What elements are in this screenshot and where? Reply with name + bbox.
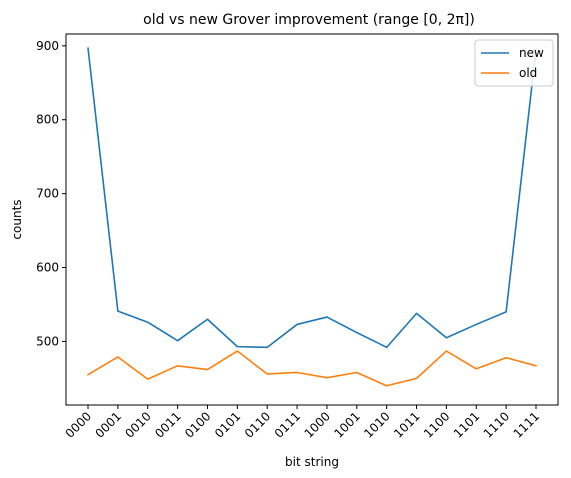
y-tick-label: 700 — [36, 187, 59, 201]
y-tick-label: 800 — [36, 113, 59, 127]
y-tick-label: 600 — [36, 261, 59, 275]
x-tick-label: 0000 — [63, 409, 94, 440]
series-line-old — [87, 350, 537, 387]
x-tick-label: 1111 — [511, 409, 542, 440]
legend: new old — [474, 39, 554, 87]
x-tick-label: 1000 — [302, 409, 333, 440]
chart-title: old vs new Grover improvement (range [0,… — [143, 12, 475, 28]
y-axis-label: counts — [10, 199, 24, 239]
x-tick-label: 1100 — [421, 409, 452, 440]
x-tick-label: 0011 — [152, 409, 183, 440]
x-axis-ticks: 0000000100100011010001010110011110001001… — [63, 405, 542, 441]
x-tick-label: 0101 — [212, 409, 243, 440]
plot-lines — [87, 47, 537, 387]
x-tick-label: 1110 — [481, 409, 512, 440]
x-tick-label: 1011 — [391, 409, 422, 440]
legend-label-old: old — [519, 66, 537, 80]
x-tick-label: 1010 — [361, 409, 392, 440]
x-tick-label: 0111 — [272, 409, 303, 440]
series-line-new — [87, 47, 537, 349]
plot-frame — [65, 33, 559, 406]
legend-box — [474, 39, 554, 87]
x-tick-label: 1001 — [331, 409, 362, 440]
x-tick-label: 0110 — [242, 409, 273, 440]
x-tick-label: 0100 — [182, 409, 213, 440]
y-tick-label: 900 — [36, 39, 59, 53]
y-tick-label: 500 — [36, 334, 59, 348]
x-axis-label: bit string — [285, 455, 339, 469]
x-tick-label: 1101 — [451, 409, 482, 440]
legend-label-new: new — [519, 46, 544, 60]
x-tick-label: 0001 — [92, 409, 123, 440]
y-axis-ticks: 500 600 700 800 900 — [36, 39, 66, 348]
x-tick-label: 0010 — [122, 409, 153, 440]
